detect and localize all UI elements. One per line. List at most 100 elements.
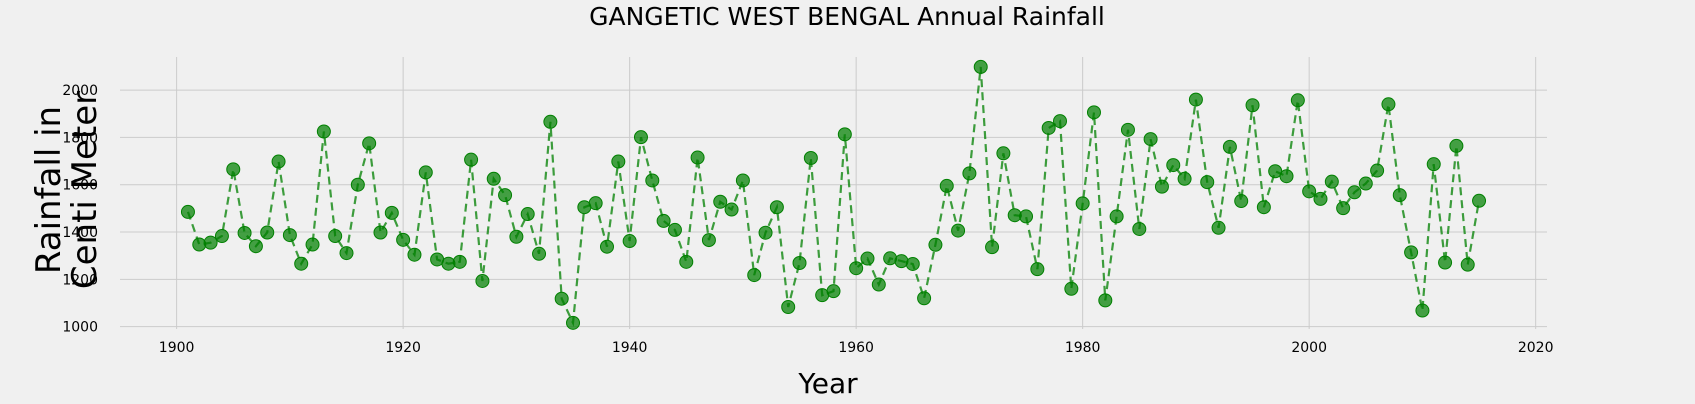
data-point bbox=[860, 251, 875, 266]
data-point bbox=[928, 237, 943, 252]
data-point bbox=[633, 130, 648, 145]
data-point bbox=[384, 205, 399, 220]
x-tick-label: 1920 bbox=[385, 340, 421, 356]
x-tick-label: 1900 bbox=[159, 340, 195, 356]
data-point bbox=[951, 223, 966, 238]
data-point bbox=[905, 256, 920, 271]
data-point bbox=[282, 228, 297, 243]
data-point bbox=[996, 146, 1011, 161]
chart-title: GANGETIC WEST BENGAL Annual Rainfall bbox=[589, 2, 1105, 31]
data-point bbox=[226, 162, 241, 177]
data-point bbox=[1256, 200, 1271, 215]
data-point bbox=[396, 232, 411, 247]
data-point bbox=[1392, 188, 1407, 203]
data-point bbox=[781, 300, 796, 315]
data-point bbox=[214, 229, 229, 244]
data-point bbox=[1234, 194, 1249, 209]
data-point bbox=[1132, 221, 1147, 236]
data-point bbox=[532, 246, 547, 261]
data-point bbox=[1120, 122, 1135, 137]
x-tick-label: 2000 bbox=[1291, 340, 1327, 356]
data-point bbox=[713, 194, 728, 209]
data-point bbox=[1426, 157, 1441, 172]
data-point bbox=[656, 213, 671, 228]
y-tick-label: 1000 bbox=[62, 320, 98, 336]
data-point bbox=[475, 273, 490, 288]
data-point bbox=[792, 256, 807, 271]
data-point bbox=[826, 284, 841, 299]
data-point bbox=[328, 229, 343, 244]
data-point bbox=[452, 254, 467, 269]
data-point bbox=[543, 114, 558, 129]
data-point bbox=[1188, 92, 1203, 107]
y-tick-label: 1600 bbox=[62, 178, 98, 194]
data-point bbox=[849, 261, 864, 276]
data-point bbox=[260, 225, 275, 240]
data-point bbox=[1086, 105, 1101, 120]
data-point bbox=[1053, 114, 1068, 129]
data-point bbox=[622, 234, 637, 249]
y-axis-label-line-1: Rainfall in bbox=[29, 106, 69, 274]
data-point bbox=[441, 256, 456, 271]
data-point bbox=[1041, 120, 1056, 135]
data-point bbox=[1370, 163, 1385, 178]
data-point bbox=[418, 165, 433, 180]
data-point bbox=[305, 237, 320, 252]
y-tick-label: 1800 bbox=[62, 130, 98, 146]
data-point bbox=[407, 247, 422, 262]
data-point bbox=[498, 188, 513, 203]
tick-labels: 1900 1920 1940 1960 1980 2000 2020 1000 1200 1400… bbox=[62, 83, 1553, 356]
data-point bbox=[203, 235, 218, 250]
data-point bbox=[837, 127, 852, 142]
data-point bbox=[667, 222, 682, 237]
data-point bbox=[486, 171, 501, 186]
data-point bbox=[1200, 175, 1215, 190]
data-point bbox=[1030, 262, 1045, 277]
data-point bbox=[747, 268, 762, 283]
data-point bbox=[1109, 209, 1124, 224]
y-tick-label: 1400 bbox=[62, 225, 98, 241]
data-point bbox=[973, 59, 988, 74]
data-point bbox=[939, 178, 954, 193]
data-point bbox=[611, 154, 626, 169]
data-point bbox=[1154, 179, 1169, 194]
data-point bbox=[1143, 132, 1158, 147]
y-tick-label: 1200 bbox=[62, 272, 98, 288]
data-point bbox=[1098, 293, 1113, 308]
data-point bbox=[871, 277, 886, 292]
data-point bbox=[1075, 196, 1090, 211]
data-point bbox=[1302, 184, 1317, 199]
data-point bbox=[1313, 191, 1328, 206]
data-point bbox=[1222, 139, 1237, 154]
data-point bbox=[294, 256, 309, 271]
data-point bbox=[1290, 93, 1305, 108]
data-point bbox=[248, 239, 263, 254]
x-tick-label: 1960 bbox=[838, 340, 874, 356]
data-point bbox=[464, 152, 479, 167]
data-point bbox=[1460, 257, 1475, 272]
data-point bbox=[554, 291, 569, 306]
data-point bbox=[339, 246, 354, 261]
data-point bbox=[271, 154, 286, 169]
data-point bbox=[520, 207, 535, 222]
data-point bbox=[316, 124, 331, 139]
data-point bbox=[1211, 220, 1226, 235]
data-point bbox=[1336, 201, 1351, 216]
data-point bbox=[180, 204, 195, 219]
data-point bbox=[192, 237, 207, 252]
data-point bbox=[769, 200, 784, 215]
data-point bbox=[599, 239, 614, 254]
data-point bbox=[373, 225, 388, 240]
data-point bbox=[803, 150, 818, 165]
data-point bbox=[1438, 255, 1453, 270]
data-point bbox=[237, 225, 252, 240]
data-point bbox=[645, 173, 660, 188]
data-point bbox=[1064, 281, 1079, 296]
data-point bbox=[679, 254, 694, 269]
series-rainfall bbox=[180, 59, 1487, 330]
x-tick-label: 1940 bbox=[612, 340, 648, 356]
data-point bbox=[588, 196, 603, 211]
data-point bbox=[1404, 245, 1419, 260]
data-point bbox=[1279, 169, 1294, 184]
data-point bbox=[735, 173, 750, 188]
